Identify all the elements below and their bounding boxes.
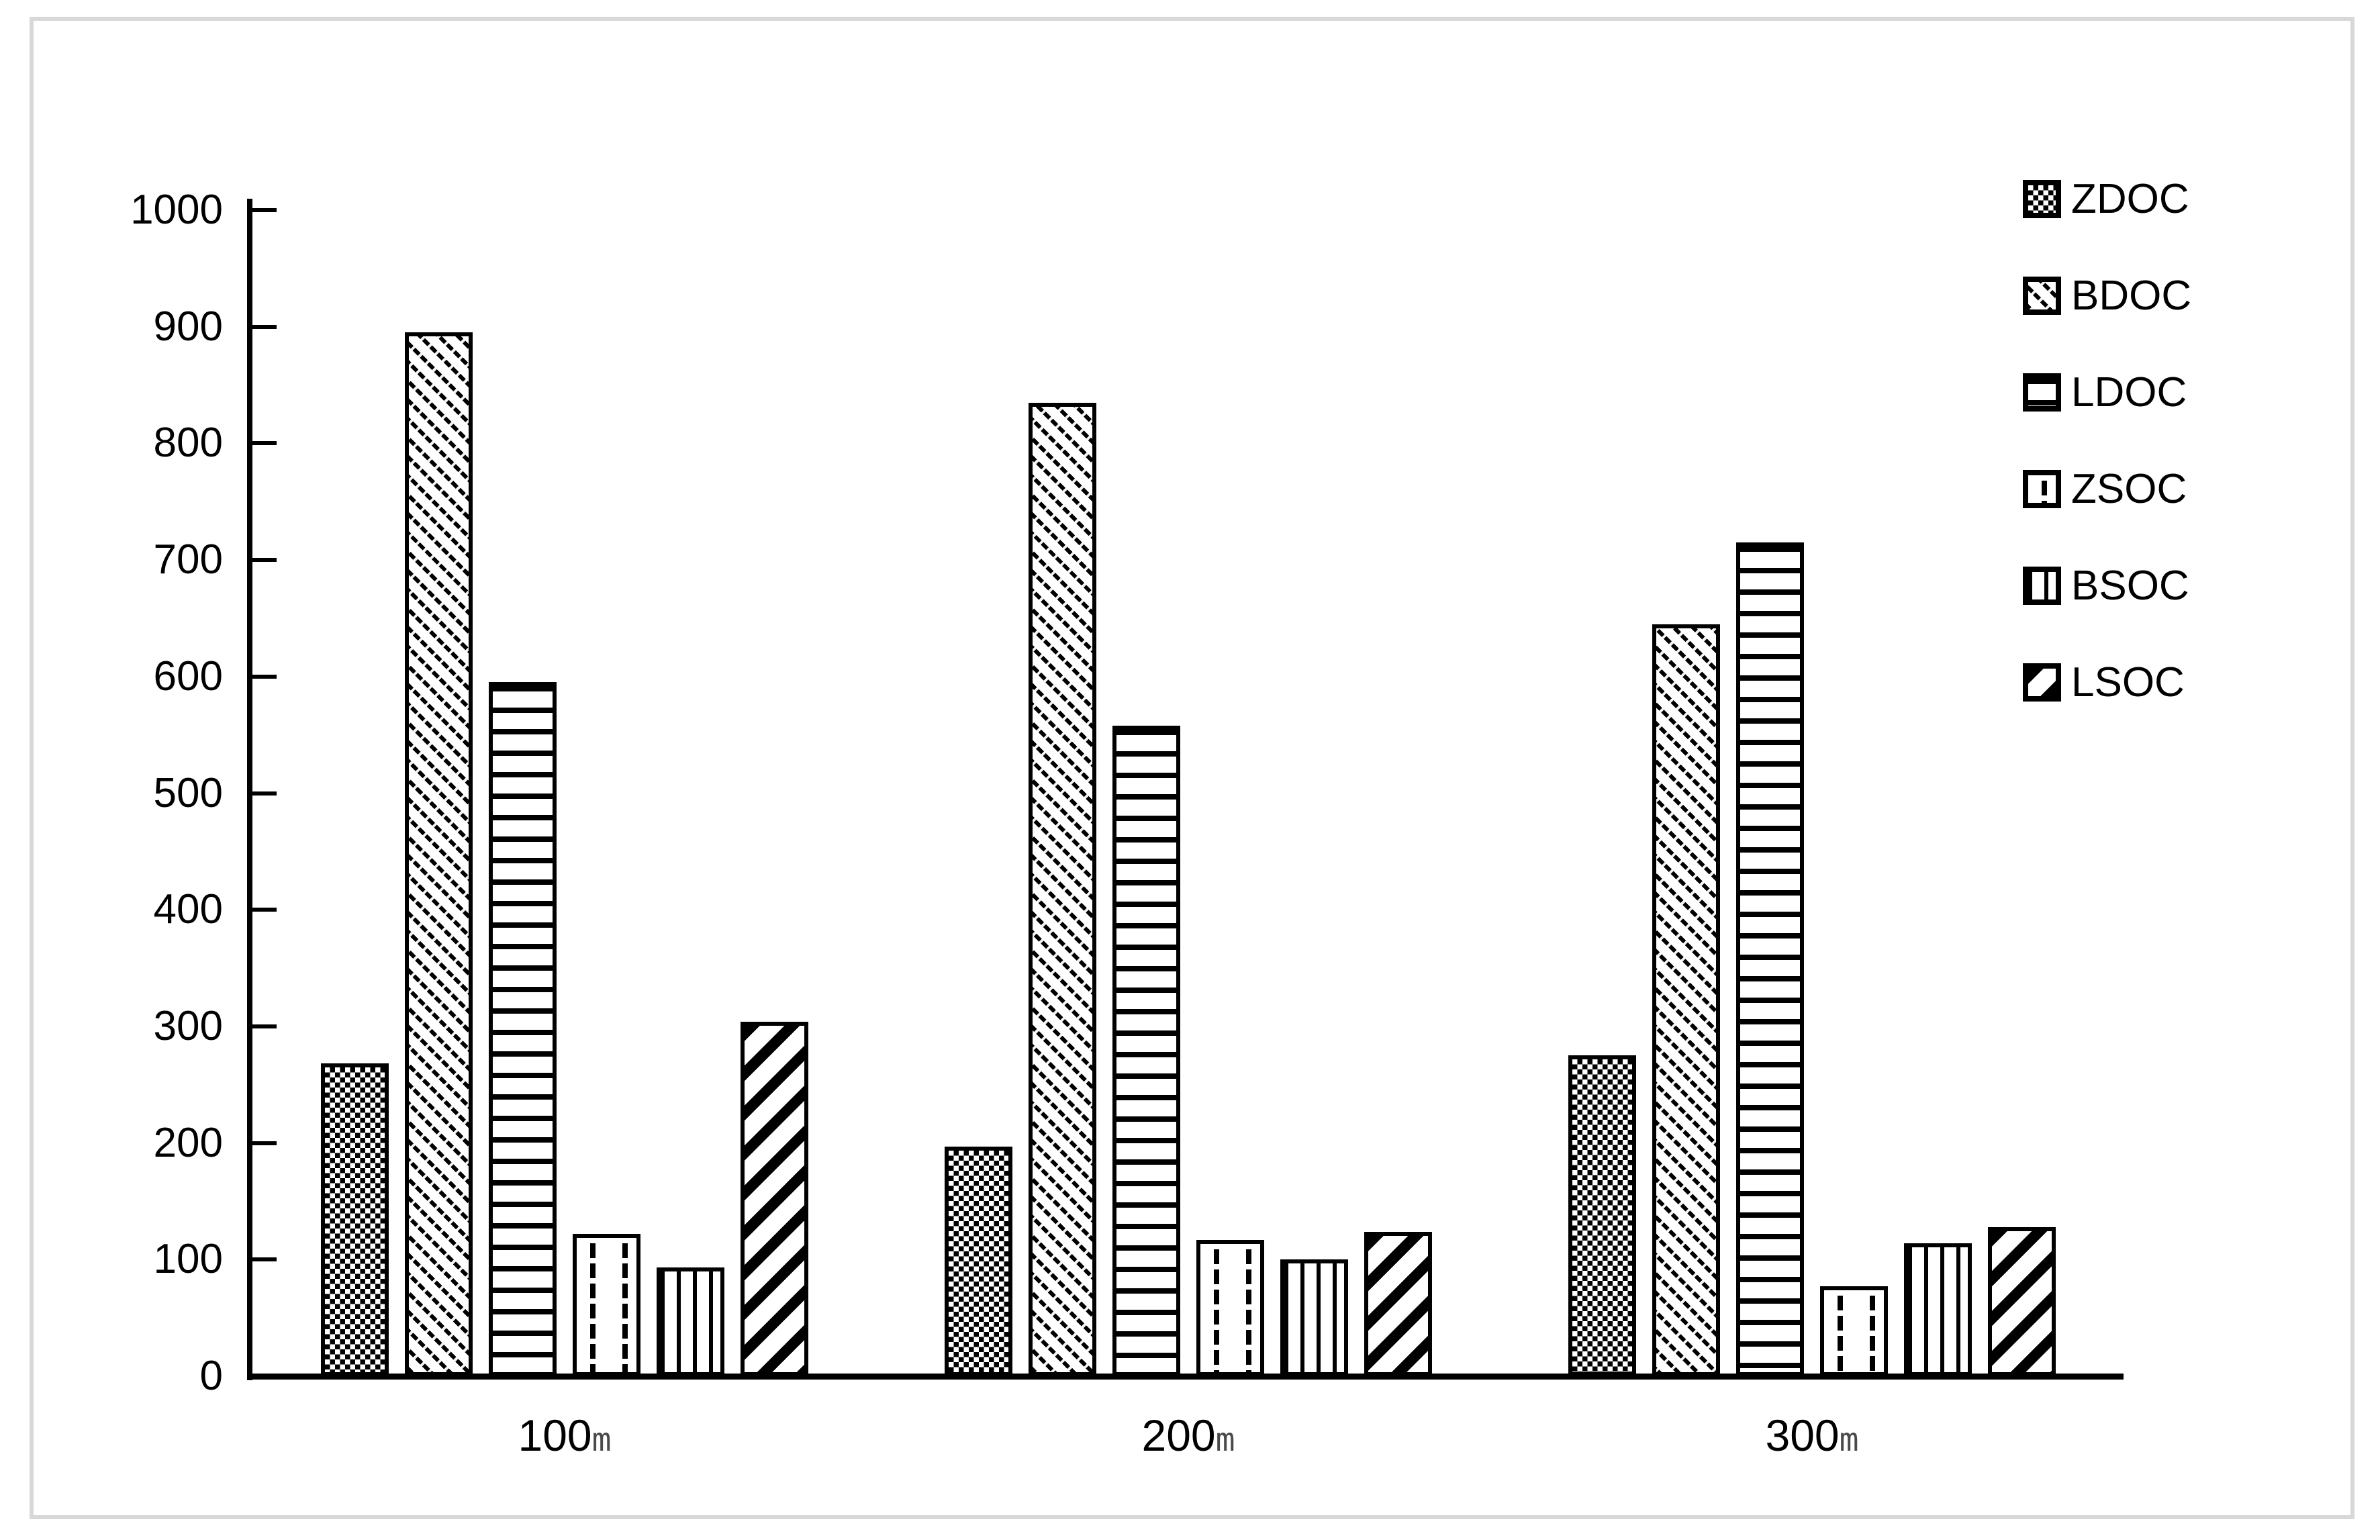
legend-label: ZSOC xyxy=(2071,466,2187,512)
y-tick xyxy=(252,1024,277,1028)
y-tick-label: 500 xyxy=(153,769,223,816)
x-category-label: 200m xyxy=(1141,1413,1235,1457)
x-axis-line xyxy=(247,1374,2124,1380)
bar-bdoc-100m xyxy=(405,332,473,1376)
legend-label: LSOC xyxy=(2071,659,2185,706)
legend-swatch-ldoc-icon xyxy=(2023,373,2061,412)
y-tick xyxy=(252,1257,277,1262)
y-tick xyxy=(252,908,277,912)
x-category-unit: m xyxy=(1839,1421,1859,1459)
y-tick-label: 0 xyxy=(199,1353,223,1399)
legend-swatch-bsoc-icon xyxy=(2023,567,2061,605)
bar-zsoc-100m xyxy=(573,1234,640,1376)
bar-bdoc-300m xyxy=(1652,624,1720,1376)
bar-zdoc-100m xyxy=(321,1063,389,1376)
y-tick-label: 200 xyxy=(153,1119,223,1166)
y-tick-label: 100 xyxy=(153,1236,223,1283)
legend-label: ZDOC xyxy=(2071,176,2189,222)
y-tick xyxy=(252,324,277,329)
y-tick-label: 400 xyxy=(153,886,223,933)
x-category-value: 300 xyxy=(1765,1410,1840,1460)
legend-label: BSOC xyxy=(2071,563,2189,609)
bar-lsoc-100m xyxy=(741,1022,808,1376)
bar-lsoc-300m xyxy=(1988,1227,2056,1376)
y-tick xyxy=(252,208,277,212)
y-tick-label: 700 xyxy=(153,536,223,583)
bar-bsoc-300m xyxy=(1904,1243,1972,1376)
bar-ldoc-300m xyxy=(1736,542,1804,1376)
y-tick-label: 800 xyxy=(153,420,223,467)
legend-swatch-lsoc-icon xyxy=(2023,663,2061,702)
y-tick xyxy=(252,558,277,563)
x-category-value: 100 xyxy=(518,1410,592,1460)
legend-label: BDOC xyxy=(2071,273,2192,319)
legend-swatch-zsoc-icon xyxy=(2023,470,2061,508)
y-tick-label: 1000 xyxy=(130,187,223,233)
y-tick-label: 600 xyxy=(153,653,223,700)
x-category-unit: m xyxy=(591,1421,612,1459)
y-tick xyxy=(252,674,277,679)
y-tick-label: 300 xyxy=(153,1002,223,1049)
legend-swatch-bdoc-icon xyxy=(2023,277,2061,315)
y-tick xyxy=(252,441,277,446)
x-category-unit: m xyxy=(1215,1421,1235,1459)
x-category-label: 100m xyxy=(518,1413,611,1457)
bar-bdoc-200m xyxy=(1029,403,1096,1376)
x-category-label: 300m xyxy=(1765,1413,1858,1457)
y-tick xyxy=(252,791,277,796)
x-category-value: 200 xyxy=(1141,1410,1216,1460)
legend-swatch-zdoc-icon xyxy=(2023,180,2061,218)
y-tick-label: 900 xyxy=(153,303,223,350)
bar-zdoc-200m xyxy=(945,1147,1012,1376)
bar-ldoc-100m xyxy=(489,682,557,1376)
bar-bsoc-200m xyxy=(1280,1259,1348,1376)
bar-lsoc-200m xyxy=(1364,1232,1432,1376)
y-tick xyxy=(252,1141,277,1145)
bar-zsoc-300m xyxy=(1820,1286,1888,1376)
legend-label: LDOC xyxy=(2071,369,2187,416)
bar-zsoc-200m xyxy=(1196,1240,1264,1376)
bar-ldoc-200m xyxy=(1112,726,1180,1376)
y-axis-line xyxy=(247,199,252,1380)
bar-zdoc-300m xyxy=(1568,1055,1636,1376)
bar-bsoc-100m xyxy=(657,1267,724,1376)
